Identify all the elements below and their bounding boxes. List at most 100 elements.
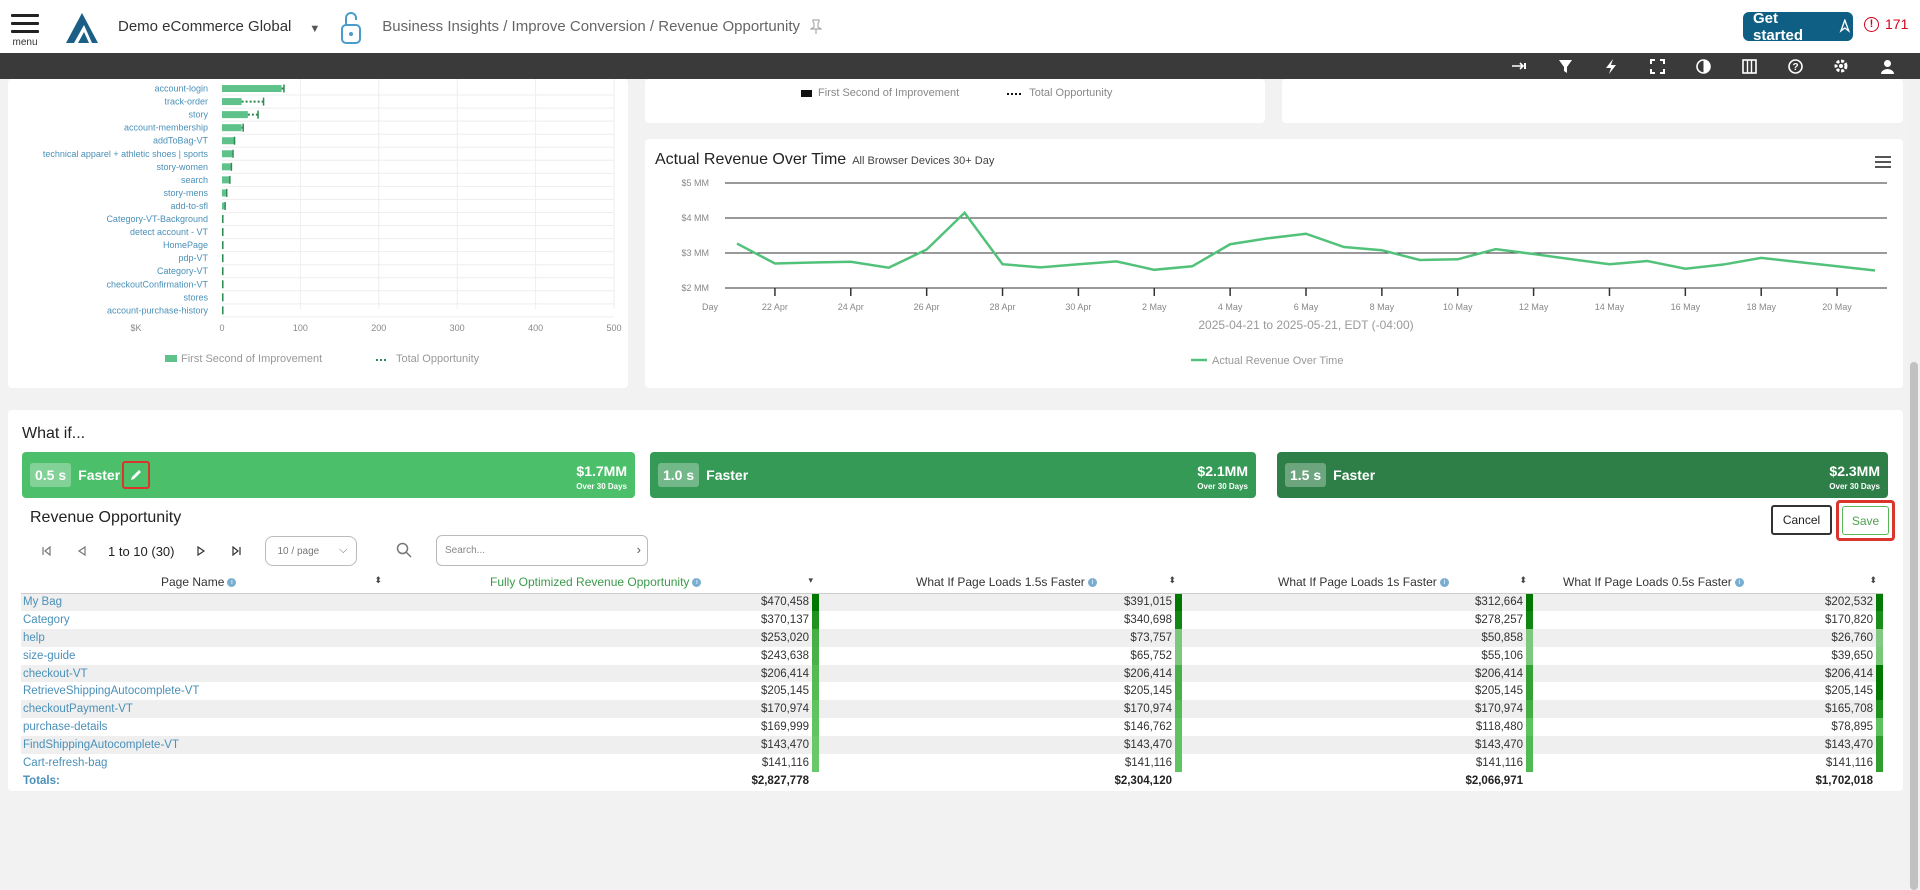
category-label[interactable]: Category-VT-Background [106, 214, 208, 224]
unlock-icon[interactable] [338, 7, 364, 47]
page-name-link[interactable]: RetrieveShippingAutocomplete-VT [23, 685, 200, 698]
contrast-icon[interactable] [1680, 53, 1726, 79]
page-size-select[interactable]: 10 / page ⌵ [264, 536, 357, 566]
save-button[interactable]: Save [1842, 506, 1889, 535]
bolt-icon[interactable] [1588, 53, 1634, 79]
category-label[interactable]: track-order [164, 97, 208, 107]
help-icon[interactable]: ? [1772, 53, 1818, 79]
category-label[interactable]: detect account - VT [130, 227, 209, 237]
bar-first-second[interactable] [222, 124, 242, 132]
search-input[interactable]: Search... › [436, 535, 648, 566]
category-label[interactable]: checkoutConfirmation-VT [106, 279, 208, 289]
category-label[interactable]: story [188, 110, 208, 120]
page-name-link[interactable]: size-guide [23, 649, 76, 662]
category-label[interactable]: story-mens [163, 188, 208, 198]
col-fully-optimized[interactable]: Fully Optimized Revenue Opportunity i ▾ [388, 571, 819, 594]
menu-button[interactable]: menu [0, 0, 50, 53]
pin-icon[interactable] [810, 18, 823, 35]
bar-first-second[interactable] [222, 163, 231, 171]
bar-first-second[interactable] [222, 111, 248, 119]
sort-desc-icon[interactable]: ▾ [808, 574, 813, 585]
category-label[interactable]: account-purchase-history [107, 305, 209, 315]
category-label[interactable]: pdp-VT [178, 253, 208, 263]
category-label[interactable]: Category-VT [157, 266, 209, 276]
chevron-right-icon[interactable]: › [636, 542, 641, 557]
sort-icon[interactable]: ⬍ [1869, 574, 1877, 585]
col-whatif-1-5s[interactable]: What If Page Loads 1.5s Faster i ⬍ [819, 571, 1182, 594]
table-row[interactable]: FindShippingAutocomplete-VT $143,470 $143,… [21, 736, 1883, 755]
first-page-icon[interactable] [28, 538, 64, 564]
chart-menu-icon[interactable] [1875, 156, 1891, 169]
page-name-link[interactable]: Cart-refresh-bag [23, 756, 108, 769]
page-name-link[interactable]: My Bag [23, 596, 62, 609]
table-row[interactable]: RetrieveShippingAutocomplete-VT $205,145 $… [21, 682, 1883, 701]
table-row[interactable]: help $253,020 $73,757 $50,858 $26,760 [21, 628, 1883, 647]
chevron-down-icon[interactable]: ▼ [309, 22, 321, 35]
info-icon[interactable]: i [227, 578, 237, 588]
alert-indicator[interactable]: ! 171 [1864, 16, 1908, 32]
filter-icon[interactable] [1542, 53, 1588, 79]
sort-icon[interactable]: ⬍ [1519, 574, 1527, 585]
search-icon[interactable] [396, 542, 412, 558]
category-label[interactable]: addToBag-VT [153, 136, 209, 146]
category-label[interactable]: search [181, 175, 208, 185]
bar-first-second[interactable] [222, 85, 282, 93]
page-name-link[interactable]: Category [23, 613, 70, 626]
page-name-link[interactable]: FindShippingAutocomplete-VT [23, 739, 179, 752]
scrollbar-thumb[interactable] [1910, 362, 1918, 890]
scenario-card-0-5s[interactable]: 0.5 s Faster $1.7MM Over 30 Days [22, 452, 635, 498]
arrow-right-icon[interactable] [1496, 53, 1542, 79]
settings-icon[interactable] [1818, 53, 1864, 79]
category-label[interactable]: stores [183, 292, 208, 302]
prev-page-icon[interactable] [64, 538, 100, 564]
sort-icon[interactable]: ⬍ [374, 574, 382, 585]
table-row[interactable]: checkoutPayment-VT $170,974 $170,974 $170,9… [21, 700, 1883, 719]
legend-total-label[interactable]: Total Opportunity [396, 353, 480, 365]
table-row[interactable]: purchase-details $169,999 $146,762 $118,480… [21, 718, 1883, 737]
category-label[interactable]: technical apparel + athletic shoes | spo… [43, 149, 209, 159]
page-name-link[interactable]: purchase-details [23, 721, 108, 734]
legend-revenue-label[interactable]: Actual Revenue Over Time [1212, 355, 1343, 367]
table-row[interactable]: Category $370,137 $340,698 $278,257 $170,820 [21, 610, 1883, 629]
info-icon[interactable]: i [1439, 578, 1449, 588]
columns-icon[interactable] [1726, 53, 1772, 79]
scenario-card-1-0s[interactable]: 1.0 s Faster $2.1MM Over 30 Days [650, 452, 1256, 498]
bar-first-second[interactable] [222, 137, 235, 145]
bar-first-second[interactable] [222, 150, 233, 158]
category-label[interactable]: account-membership [124, 123, 208, 133]
col-page-name[interactable]: Page Name i ⬍ [21, 571, 388, 594]
page-scrollbar[interactable] [1908, 79, 1920, 890]
bar-first-second[interactable] [222, 202, 225, 210]
bar-first-second[interactable] [222, 189, 226, 197]
next-page-icon[interactable] [183, 538, 219, 564]
page-name-link[interactable]: checkout-VT [23, 667, 88, 680]
category-label[interactable]: HomePage [163, 240, 208, 250]
bar-first-second[interactable] [222, 98, 242, 106]
table-row[interactable]: Cart-refresh-bag $141,116 $141,116 $141,116… [21, 754, 1883, 772]
legend-first-label[interactable]: First Second of Improvement [181, 353, 322, 365]
info-icon[interactable]: i [1087, 578, 1097, 588]
info-icon[interactable]: i [692, 578, 702, 588]
cancel-button[interactable]: Cancel [1771, 505, 1832, 535]
get-started-button[interactable]: Get started [1743, 10, 1853, 44]
col-whatif-0-5s[interactable]: What If Page Loads 0.5s Faster i ⬍ [1533, 571, 1883, 594]
sort-icon[interactable]: ⬍ [1168, 574, 1176, 585]
category-label[interactable]: add-to-sfl [170, 201, 208, 211]
table-row[interactable]: size-guide $243,638 $65,752 $55,106 $39,650 [21, 646, 1883, 665]
table-row[interactable]: checkout-VT $206,414 $206,414 $206,414 $206,… [21, 664, 1883, 683]
page-name-link[interactable]: help [23, 631, 45, 644]
table-row[interactable]: My Bag $470,458 $391,015 $312,664 $202,532 [21, 593, 1883, 611]
company-logo[interactable] [62, 7, 102, 47]
revenue-series-line[interactable] [736, 210, 1876, 272]
last-page-icon[interactable] [219, 538, 255, 564]
category-label[interactable]: story-women [156, 162, 208, 172]
fullscreen-icon[interactable] [1634, 53, 1680, 79]
org-selector[interactable]: Demo eCommerce Global [118, 18, 292, 35]
page-name-link[interactable]: checkoutPayment-VT [23, 703, 133, 716]
info-icon[interactable]: i [1734, 578, 1744, 588]
category-label[interactable]: account-login [154, 84, 208, 94]
bar-first-second[interactable] [222, 176, 230, 184]
user-icon[interactable] [1864, 53, 1910, 79]
scenario-card-1-5s[interactable]: 1.5 s Faster $2.3MM Over 30 Days [1277, 452, 1888, 498]
edit-pencil-icon[interactable] [122, 461, 151, 489]
